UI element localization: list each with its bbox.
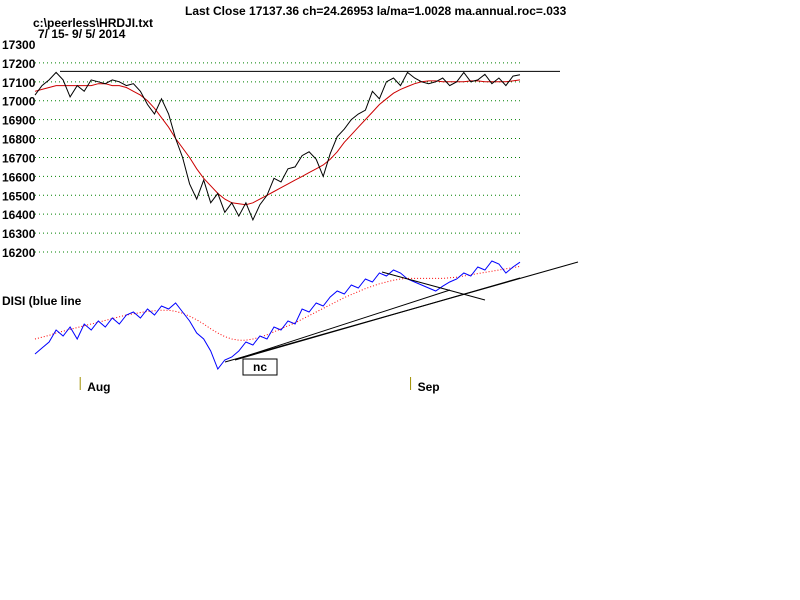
nc-annotation-box (242, 358, 278, 376)
y-tick-16200: 16200 (2, 246, 36, 260)
y-tick-16700: 16700 (2, 151, 36, 165)
price-y-axis: 16200 16300 16400 16500 16600 16700 16800 16900… (2, 38, 36, 260)
y-tick-16300: 16300 (2, 227, 36, 241)
nc-annotation: nc (242, 358, 278, 376)
y-tick-16900: 16900 (2, 114, 36, 128)
price-series (34, 71, 521, 222)
disi-label: DISI (blue line (2, 294, 82, 308)
month-label-sep: Sep (418, 380, 440, 394)
y-tick-16500: 16500 (2, 189, 36, 203)
y-tick-17300: 17300 (2, 38, 36, 52)
file-label: c:\peerless\HRDJI.txt (33, 16, 153, 30)
date-range-label: 7/ 15- 9/ 5/ 2014 (38, 27, 126, 41)
disi-trendline-3 (239, 289, 451, 359)
disi-line (34, 260, 521, 370)
y-tick-16800: 16800 (2, 133, 36, 147)
disi-series (34, 260, 521, 370)
price-line (34, 71, 521, 222)
month-axis: Aug Sep (79, 377, 440, 394)
price-gridlines (35, 62, 520, 253)
y-tick-16400: 16400 (2, 208, 36, 222)
disi-trendlines (224, 261, 579, 363)
price-ma-line (34, 79, 521, 206)
chart-title: Last Close 17137.36 ch=24.26953 la/ma=1.… (185, 4, 567, 18)
month-label-aug: Aug (87, 380, 110, 394)
y-tick-16600: 16600 (2, 170, 36, 184)
y-tick-17000: 17000 (2, 95, 36, 109)
disi-ma-line (34, 265, 521, 341)
disi-resistance-trendline (381, 271, 486, 301)
y-tick-17100: 17100 (2, 76, 36, 90)
y-tick-17200: 17200 (2, 57, 36, 71)
disi-trendline-2 (234, 277, 521, 361)
nc-annotation-text: nc (253, 360, 267, 374)
